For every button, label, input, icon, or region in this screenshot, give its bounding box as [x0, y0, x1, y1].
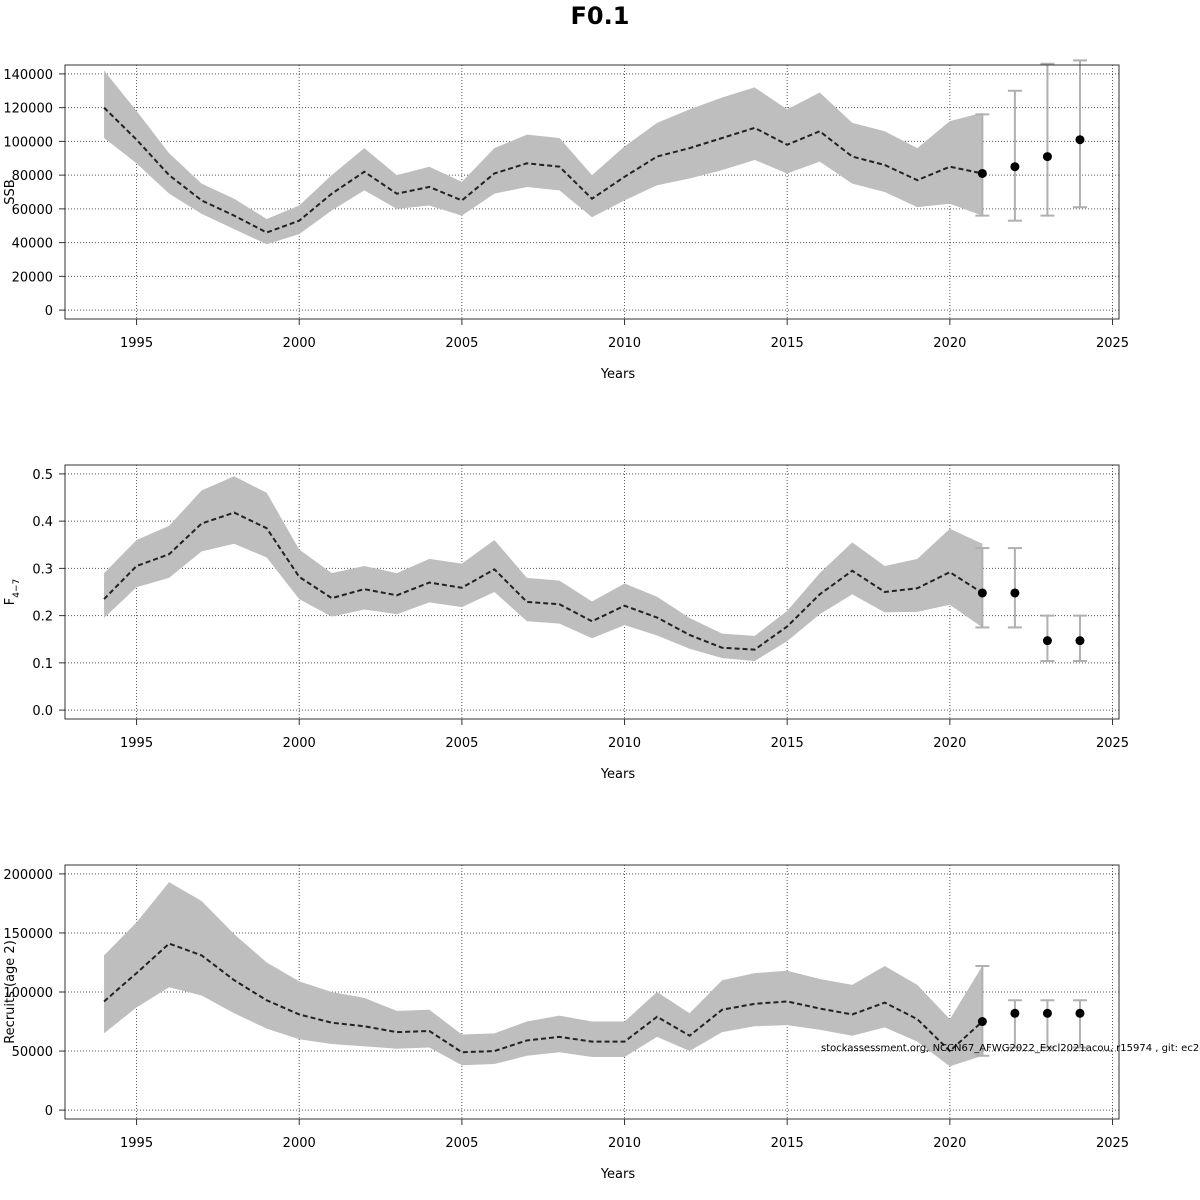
estimate-line — [103, 106, 983, 234]
y-tick-label: 0.2 — [32, 610, 53, 625]
x-tick-label: 2005 — [445, 1136, 478, 1151]
x-tick-label: 2020 — [933, 736, 966, 751]
projection-point — [1042, 152, 1052, 162]
x-axis-label: Years — [600, 1167, 636, 1182]
x-tick-label: 2025 — [1096, 1136, 1129, 1151]
x-tick-label: 2025 — [1096, 736, 1129, 751]
projection-point — [977, 588, 987, 598]
x-tick-label: 2010 — [608, 1136, 641, 1151]
confidence-band — [104, 70, 983, 245]
x-axis-label: Years — [600, 767, 636, 782]
ssb-panel: 1995 2000 2005 2010 2015 2020 2025 0 20000 40000 6… — [3, 59, 1129, 382]
y-axis-label: F4−7 — [3, 579, 22, 605]
projection-point — [1010, 588, 1020, 598]
y-tick-label: 200000 — [3, 868, 53, 883]
y-axis-label: SSB — [3, 179, 18, 204]
x-tick-label: 2010 — [608, 336, 641, 351]
x-tick-label: 2000 — [283, 336, 316, 351]
y-tick-label: 0.1 — [32, 657, 53, 672]
x-tick-label: 2015 — [771, 736, 804, 751]
y-tick-label: 120000 — [3, 102, 53, 117]
y-tick-label: 140000 — [3, 68, 53, 83]
y-tick-label: 50000 — [12, 1045, 53, 1060]
y-tick-label: 60000 — [12, 203, 53, 218]
projection-point — [1010, 1008, 1020, 1018]
projection-point — [977, 1017, 987, 1027]
x-tick-label: 2020 — [933, 1136, 966, 1151]
y-tick-label: 0.5 — [32, 468, 53, 483]
footer-note: stockassessment.org, NCCN67_AFWG2022_Exc… — [821, 1043, 1200, 1054]
x-tick-label: 2000 — [283, 1136, 316, 1151]
x-tick-label: 1995 — [120, 336, 153, 351]
x-axis-label: Years — [600, 367, 636, 382]
x-tick-label: 2015 — [771, 336, 804, 351]
x-tick-label: 2015 — [771, 1136, 804, 1151]
confidence-band — [104, 476, 983, 661]
recruits-panel: 1995 2000 2005 2010 2015 2020 2025 0 50000 100000… — [3, 864, 1129, 1182]
y-tick-label: 0.4 — [32, 515, 53, 530]
projection-point — [1010, 162, 1020, 172]
projection-point — [1075, 1008, 1085, 1018]
y-tick-label: 100000 — [3, 986, 53, 1001]
plot-frame — [64, 464, 1120, 720]
chart-title: F0.1 — [570, 2, 630, 30]
projection-point — [1042, 1008, 1052, 1018]
projection-point — [1075, 135, 1085, 145]
y-tick-label: 100000 — [3, 135, 53, 150]
y-tick-label: 20000 — [12, 270, 53, 285]
projection-point — [1075, 636, 1085, 646]
y-axis-label: Recruits (age 2) — [3, 940, 18, 1044]
y-tick-label: 0.3 — [32, 562, 53, 577]
x-tick-label: 2005 — [445, 736, 478, 751]
y-axis-label-subscript: 4−7 — [12, 579, 22, 598]
estimate-line — [103, 511, 983, 651]
confidence-band — [104, 882, 983, 1067]
x-tick-label: 2005 — [445, 336, 478, 351]
estimate-line — [103, 942, 984, 1054]
projection-point — [977, 168, 987, 178]
y-tick-label: 0.0 — [32, 704, 53, 719]
plot-frame — [64, 64, 1120, 320]
y-tick-label: 0 — [45, 304, 53, 319]
y-tick-label: 40000 — [12, 237, 53, 252]
x-tick-label: 2000 — [283, 736, 316, 751]
y-tick-label: 150000 — [3, 927, 53, 942]
y-tick-label: 80000 — [12, 169, 53, 184]
y-tick-label: 0 — [45, 1104, 53, 1119]
x-tick-label: 2020 — [933, 336, 966, 351]
x-tick-label: 1995 — [120, 1136, 153, 1151]
fishing-mortality-panel: 1995 2000 2005 2010 2015 2020 2025 0.0 0.1 0.2 0.3… — [3, 464, 1129, 782]
x-tick-label: 1995 — [120, 736, 153, 751]
projection-point — [1042, 636, 1052, 646]
x-tick-label: 2025 — [1096, 336, 1129, 351]
x-tick-label: 2010 — [608, 736, 641, 751]
